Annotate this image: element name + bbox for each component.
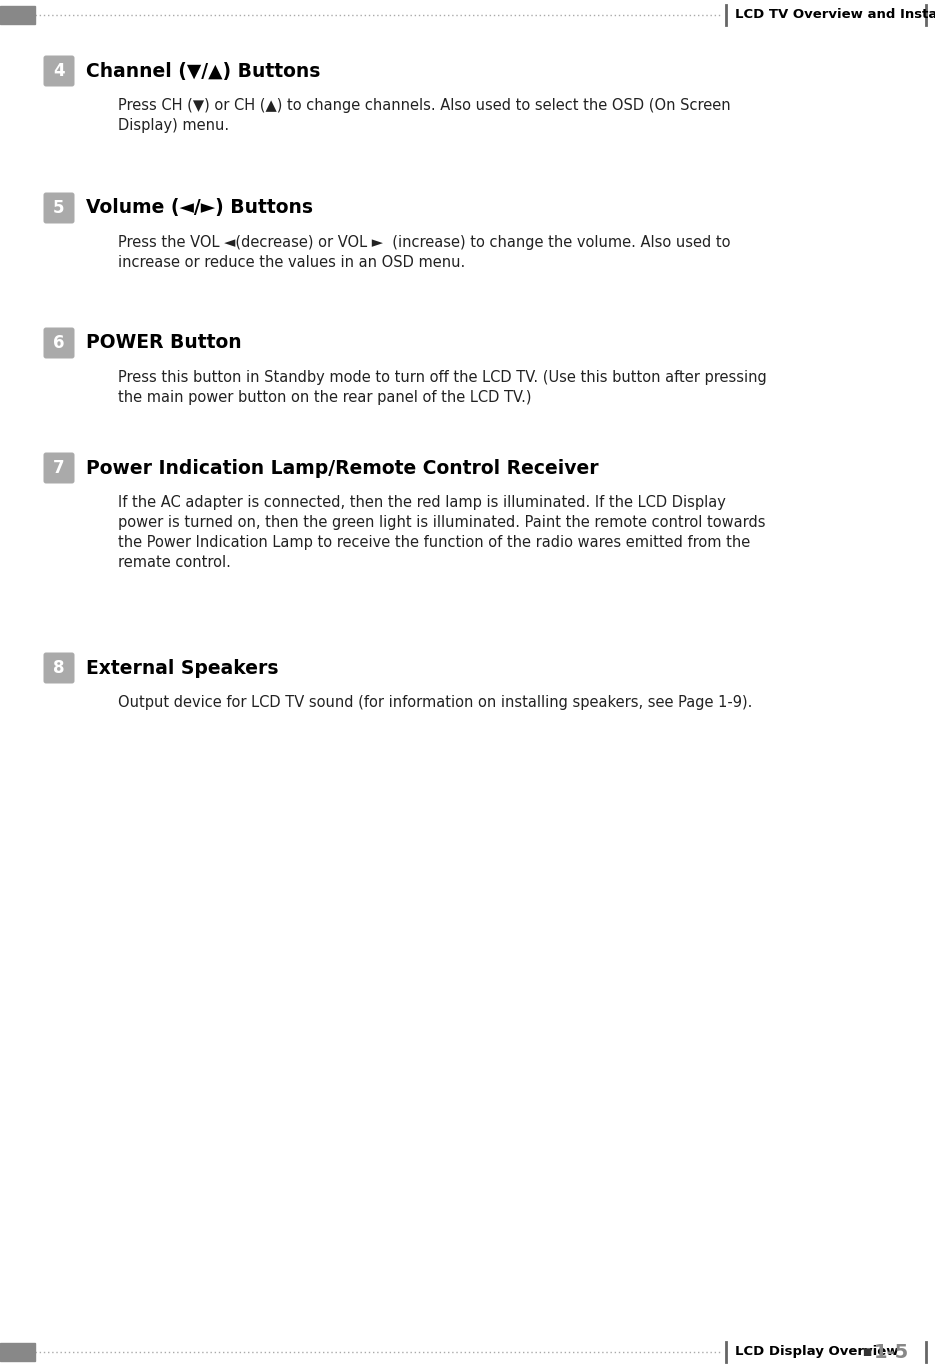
Text: Press this button in Standby mode to turn off the LCD TV. (Use this button after: Press this button in Standby mode to tur… [118, 370, 767, 385]
Text: LCD Display Overview: LCD Display Overview [735, 1345, 899, 1359]
Text: 1-5: 1-5 [874, 1342, 909, 1362]
Text: the main power button on the rear panel of the LCD TV.): the main power button on the rear panel … [118, 390, 531, 405]
Text: External Speakers: External Speakers [86, 659, 279, 678]
Text: Press CH (▼) or CH (▲) to change channels. Also used to select the OSD (On Scree: Press CH (▼) or CH (▲) to change channel… [118, 98, 730, 113]
Text: ■: ■ [862, 1346, 871, 1357]
Text: Volume (◄/►) Buttons: Volume (◄/►) Buttons [86, 198, 313, 217]
FancyBboxPatch shape [44, 652, 75, 684]
FancyBboxPatch shape [44, 328, 75, 358]
Text: the Power Indication Lamp to receive the function of the radio wares emitted fro: the Power Indication Lamp to receive the… [118, 534, 750, 550]
Text: 6: 6 [53, 334, 65, 351]
FancyBboxPatch shape [44, 193, 75, 223]
FancyBboxPatch shape [44, 56, 75, 86]
Text: Channel (▼/▲) Buttons: Channel (▼/▲) Buttons [86, 62, 321, 81]
Text: Display) menu.: Display) menu. [118, 118, 229, 133]
Text: 5: 5 [53, 200, 65, 217]
Text: Press the VOL ◄(decrease) or VOL ►  (increase) to change the volume. Also used t: Press the VOL ◄(decrease) or VOL ► (incr… [118, 235, 730, 250]
Text: remate control.: remate control. [118, 555, 231, 570]
Text: power is turned on, then the green light is illuminated. Paint the remote contro: power is turned on, then the green light… [118, 515, 766, 530]
Text: increase or reduce the values in an OSD menu.: increase or reduce the values in an OSD … [118, 256, 466, 271]
Text: Output device for LCD TV sound (for information on installing speakers, see Page: Output device for LCD TV sound (for info… [118, 694, 753, 709]
Text: 7: 7 [53, 459, 65, 477]
Text: 8: 8 [53, 659, 65, 677]
Text: Power Indication Lamp/Remote Control Receiver: Power Indication Lamp/Remote Control Rec… [86, 458, 598, 477]
Bar [0, 1342, 35, 1362]
Text: 4: 4 [53, 62, 65, 81]
FancyBboxPatch shape [44, 452, 75, 484]
Text: If the AC adapter is connected, then the red lamp is illuminated. If the LCD Dis: If the AC adapter is connected, then the… [118, 495, 726, 510]
Text: LCD TV Overview and Installation: LCD TV Overview and Installation [735, 8, 935, 22]
Text: POWER Button: POWER Button [86, 334, 241, 353]
Bar [0, 5, 35, 25]
